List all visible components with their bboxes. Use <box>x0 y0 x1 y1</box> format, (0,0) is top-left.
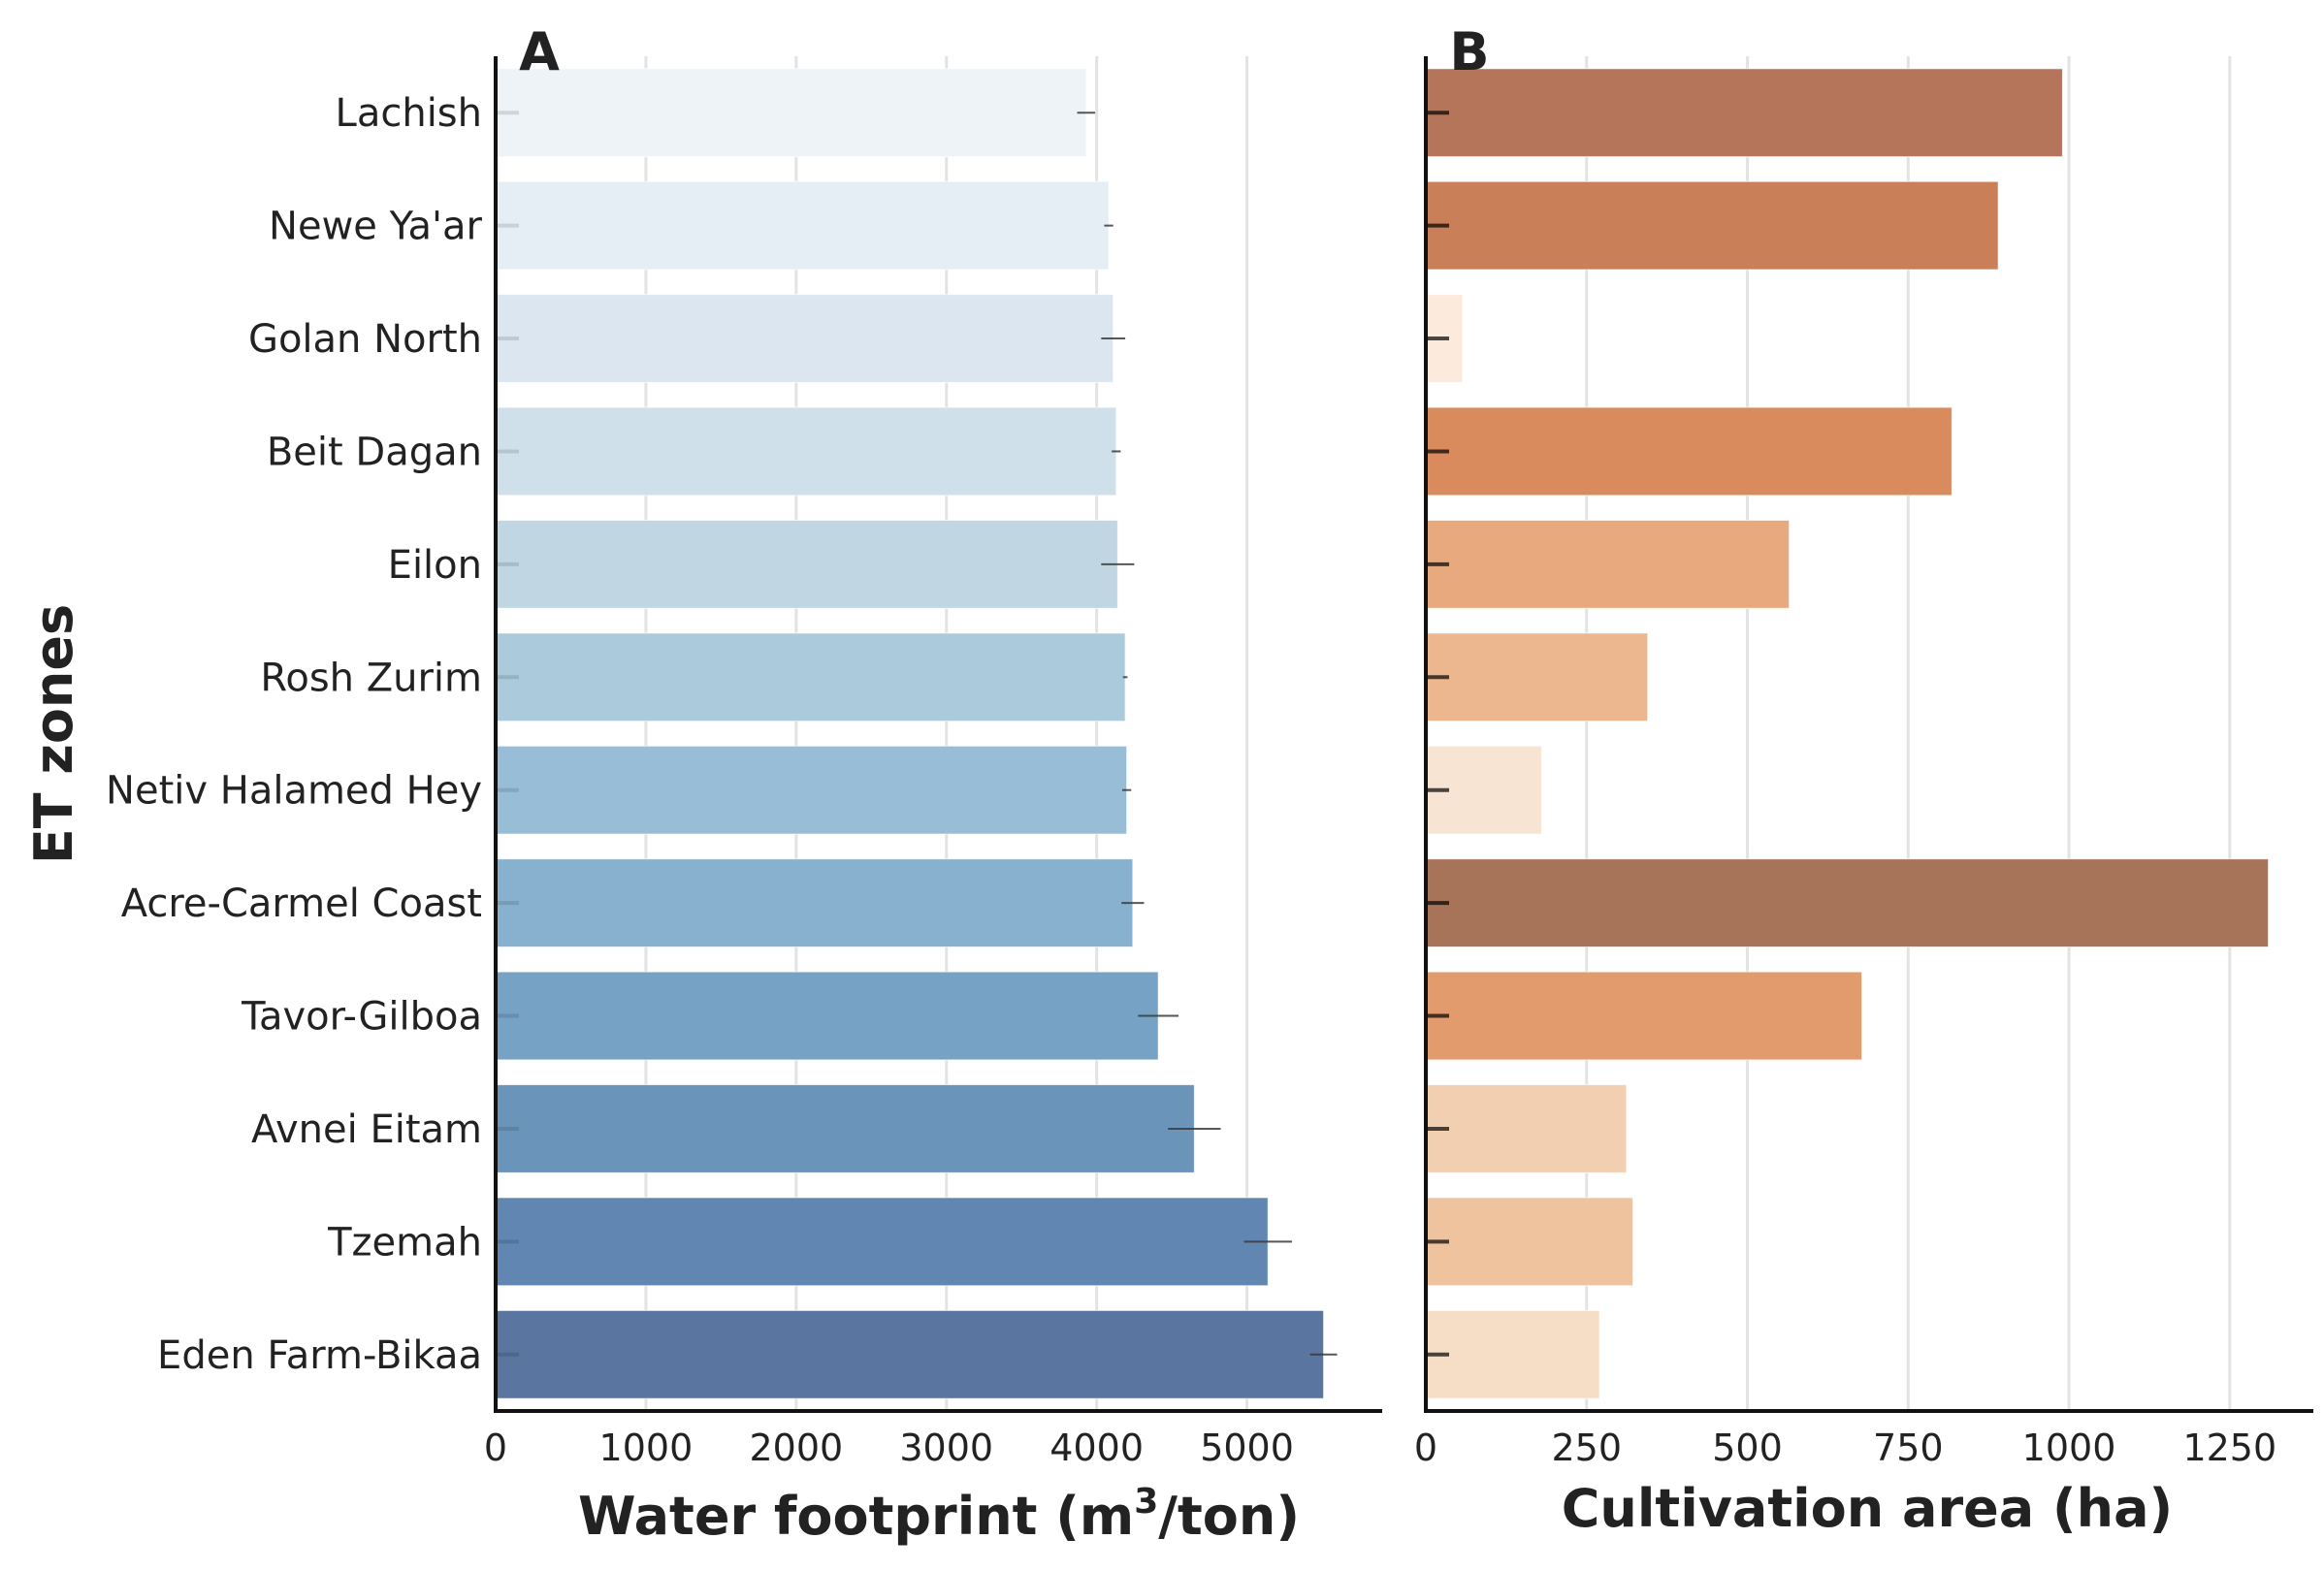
x-tick-label-b-0: 0 <box>1414 1427 1437 1469</box>
category-label-3: Beit Dagan <box>267 430 482 474</box>
x-tick-label-a-3: 3000 <box>899 1427 993 1469</box>
x-tick-label-a-4: 4000 <box>1049 1427 1144 1469</box>
bar-b-7 <box>1425 858 2270 948</box>
bar-b-4 <box>1425 519 1791 609</box>
x-axis-title-a-tail: /ton) <box>1158 1486 1300 1547</box>
bar-b-1 <box>1425 180 1999 271</box>
bar-b-3 <box>1425 406 1953 497</box>
x-tick-label-b-5: 1250 <box>2182 1427 2276 1469</box>
bar-a-9 <box>495 1084 1195 1173</box>
y-axis-title: ET zones <box>23 604 84 864</box>
x-tick-label-b-2: 500 <box>1712 1427 1783 1469</box>
category-label-8: Tavor-Gilboa <box>241 995 482 1040</box>
bar-b-11 <box>1425 1309 1600 1399</box>
bar-a-1 <box>495 180 1110 271</box>
x-tick-label-a-0: 0 <box>484 1427 507 1469</box>
bar-a-7 <box>495 858 1134 948</box>
category-label-6: Netiv Halamed Hey <box>106 769 482 814</box>
x-tick-label-a-5: 5000 <box>1200 1427 1294 1469</box>
category-label-4: Eilon <box>388 543 482 588</box>
x-tick-label-b-1: 250 <box>1551 1427 1622 1469</box>
panel-label-b: B <box>1449 21 1489 82</box>
panel-a: Lachish Newe Ya'ar Golan North Beit Dagan Ei… <box>23 21 1382 1547</box>
bar-b-8 <box>1425 971 1863 1061</box>
category-label-7: Acre-Carmel Coast <box>121 882 482 926</box>
x-tick-label-a-1: 1000 <box>599 1427 694 1469</box>
bar-a-11 <box>495 1309 1325 1399</box>
bar-a-8 <box>495 971 1159 1061</box>
category-label-11: Eden Farm-Bikaa <box>157 1333 482 1378</box>
x-axis-title-a-sup: 3 <box>1134 1482 1158 1522</box>
category-label-1: Newe Ya'ar <box>269 205 483 249</box>
bar-a-4 <box>495 519 1118 609</box>
bar-b-10 <box>1425 1197 1633 1287</box>
category-label-2: Golan North <box>248 317 482 362</box>
bar-b-0 <box>1425 68 2063 158</box>
x-axis-title-a-main: Water footprint (m <box>578 1486 1134 1547</box>
bar-b-5 <box>1425 632 1649 722</box>
x-axis-title-a: Water footprint (m3/ton) <box>578 1482 1300 1547</box>
bar-a-5 <box>495 632 1126 722</box>
category-label-5: Rosh Zurim <box>260 656 482 700</box>
x-tick-label-b-3: 750 <box>1873 1427 1944 1469</box>
category-label-10: Tzemah <box>327 1220 482 1265</box>
x-axis-title-b: Cultivation area (ha) <box>1562 1478 2173 1539</box>
bar-b-9 <box>1425 1084 1628 1173</box>
category-label-9: Avnei Eitam <box>251 1107 482 1152</box>
panel-b: 0 250 500 750 1000 1250 B Cultivation area (ha) <box>1414 21 2313 1539</box>
bar-a-2 <box>495 294 1114 383</box>
panel-label-a: A <box>519 21 560 82</box>
x-tick-label-a-2: 2000 <box>749 1427 843 1469</box>
bar-a-6 <box>495 745 1128 835</box>
bar-a-10 <box>495 1197 1269 1287</box>
category-label-0: Lachish <box>336 91 482 136</box>
x-tick-label-b-4: 1000 <box>2022 1427 2116 1469</box>
bar-a-0 <box>495 68 1087 158</box>
bar-a-3 <box>495 406 1117 497</box>
